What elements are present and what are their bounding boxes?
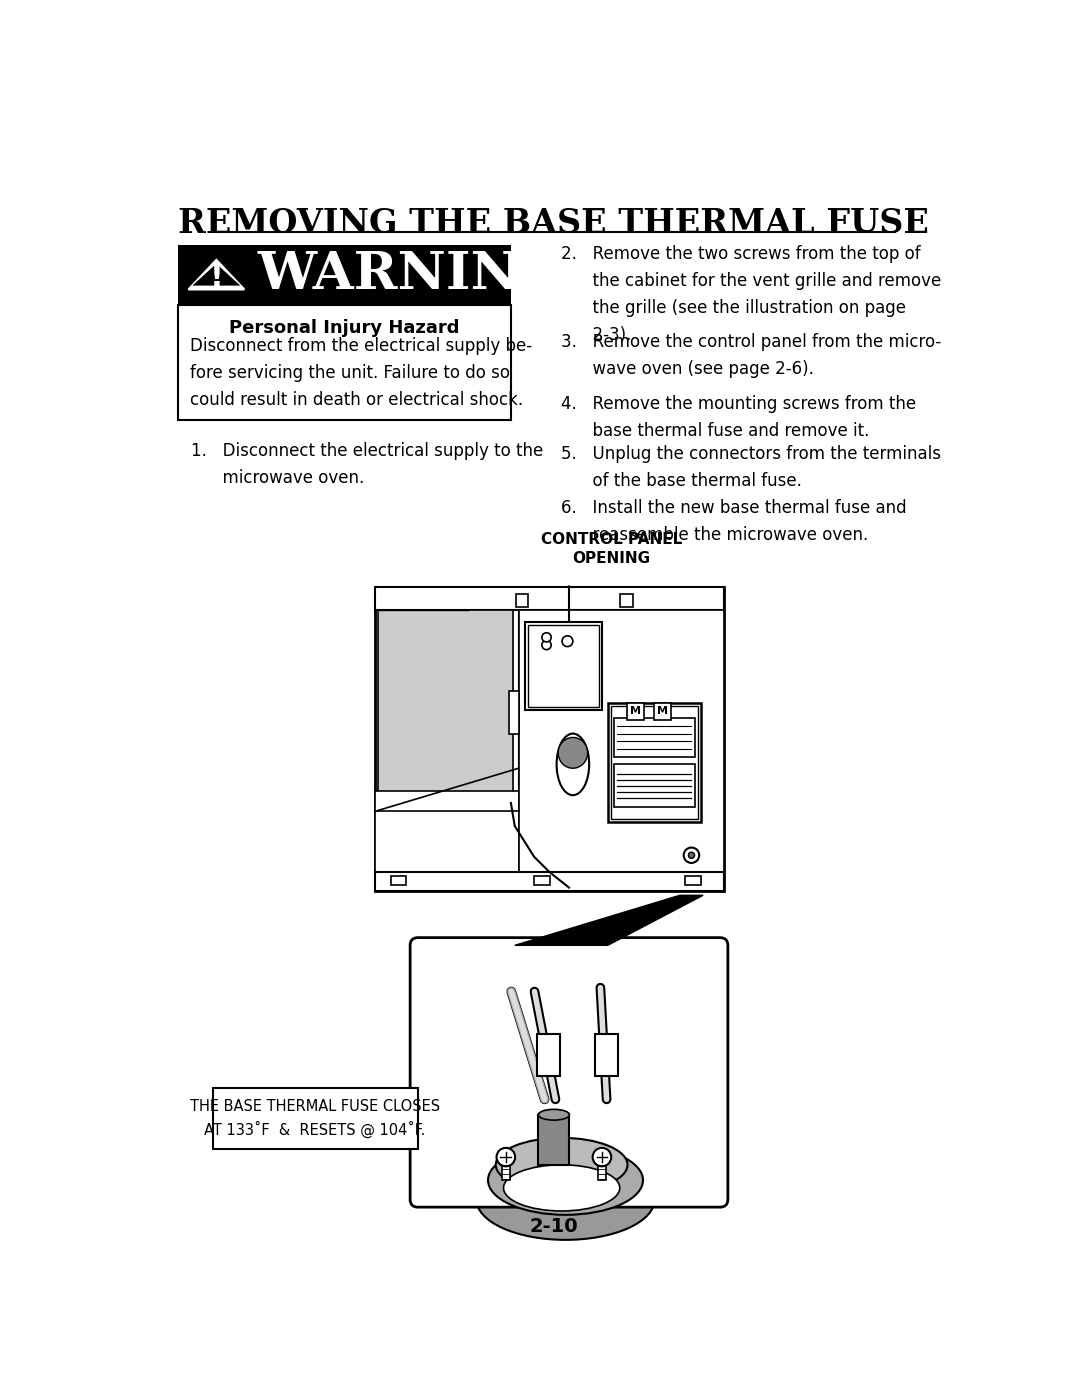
Bar	[177, 305, 511, 420]
Text: YELLOW: YELLOW	[661, 1030, 724, 1045]
Text: 5.   Unplug the connectors from the terminals
      of the base thermal fuse.: 5. Unplug the connectors from the termin…	[562, 444, 942, 490]
Bar	[620, 594, 633, 606]
Ellipse shape	[476, 1160, 654, 1241]
Text: M: M	[630, 707, 642, 717]
Bar	[627, 703, 644, 719]
Text: Disconnect from the electrical supply be-
fore servicing the unit. Failure to do: Disconnect from the electrical supply be…	[190, 337, 532, 409]
Text: WARNING: WARNING	[257, 249, 565, 300]
Text: 2.   Remove the two screws from the top of
      the cabinet for the vent grille: 2. Remove the two screws from the top of…	[562, 244, 942, 344]
Circle shape	[542, 640, 551, 650]
Bar	[525, 622, 603, 711]
Bar	[378, 610, 513, 810]
Bar	[510, 692, 518, 733]
Ellipse shape	[558, 738, 588, 768]
Text: 6.   Install the new base thermal fuse and
      reassemble the microwave oven.: 6. Install the new base thermal fuse and…	[562, 499, 907, 543]
Text: Personal Injury Hazard: Personal Injury Hazard	[229, 319, 459, 337]
Ellipse shape	[488, 1146, 643, 1215]
Bar	[375, 791, 518, 872]
Circle shape	[497, 1148, 515, 1166]
Bar	[177, 244, 511, 305]
Bar	[518, 610, 724, 872]
Ellipse shape	[556, 733, 590, 795]
Text: BASE
THERMAL FUSE: BASE THERMAL FUSE	[375, 1099, 492, 1133]
Text: 4.   Remove the mounting screws from the
      base thermal fuse and remove it.: 4. Remove the mounting screws from the b…	[562, 395, 916, 440]
Bar	[375, 587, 724, 610]
Text: CONTROL PANEL
OPENING: CONTROL PANEL OPENING	[541, 532, 683, 566]
Circle shape	[593, 1148, 611, 1166]
Text: REMOVING THE BASE THERMAL FUSE: REMOVING THE BASE THERMAL FUSE	[178, 207, 929, 239]
Text: 2-10: 2-10	[529, 1217, 578, 1236]
Bar	[611, 705, 698, 819]
Bar	[375, 587, 724, 891]
Ellipse shape	[503, 1165, 620, 1211]
Bar	[515, 594, 528, 606]
Circle shape	[562, 636, 572, 647]
Text: 3.   Remove the control panel from the micro-
      wave oven (see page 2-6).: 3. Remove the control panel from the mic…	[562, 334, 942, 379]
Bar	[502, 1154, 510, 1180]
Ellipse shape	[539, 1109, 569, 1120]
Bar	[613, 718, 694, 757]
Bar	[213, 1088, 418, 1150]
Bar	[595, 1034, 618, 1076]
Bar	[528, 624, 599, 707]
Text: PINK
WHITE: PINK WHITE	[434, 1030, 485, 1063]
Circle shape	[688, 852, 694, 858]
Bar	[654, 703, 672, 719]
Polygon shape	[192, 264, 241, 285]
Bar	[613, 764, 694, 806]
Bar	[375, 872, 724, 891]
Bar	[539, 1115, 569, 1165]
Bar	[535, 876, 550, 886]
Polygon shape	[515, 895, 703, 946]
Bar	[537, 1034, 561, 1076]
Text: THE BASE THERMAL FUSE CLOSES
AT 133˚F  &  RESETS @ 104˚F.: THE BASE THERMAL FUSE CLOSES AT 133˚F & …	[190, 1099, 441, 1139]
Text: M: M	[658, 707, 669, 717]
Ellipse shape	[496, 1137, 627, 1192]
Text: 1.   Disconnect the electrical supply to the
      microwave oven.: 1. Disconnect the electrical supply to t…	[191, 441, 543, 488]
Circle shape	[684, 848, 699, 863]
Bar	[685, 876, 701, 886]
Bar	[391, 876, 406, 886]
Text: !: !	[210, 263, 224, 292]
FancyBboxPatch shape	[410, 937, 728, 1207]
Bar	[608, 703, 701, 823]
Bar	[598, 1154, 606, 1180]
Circle shape	[542, 633, 551, 643]
Polygon shape	[189, 260, 244, 289]
